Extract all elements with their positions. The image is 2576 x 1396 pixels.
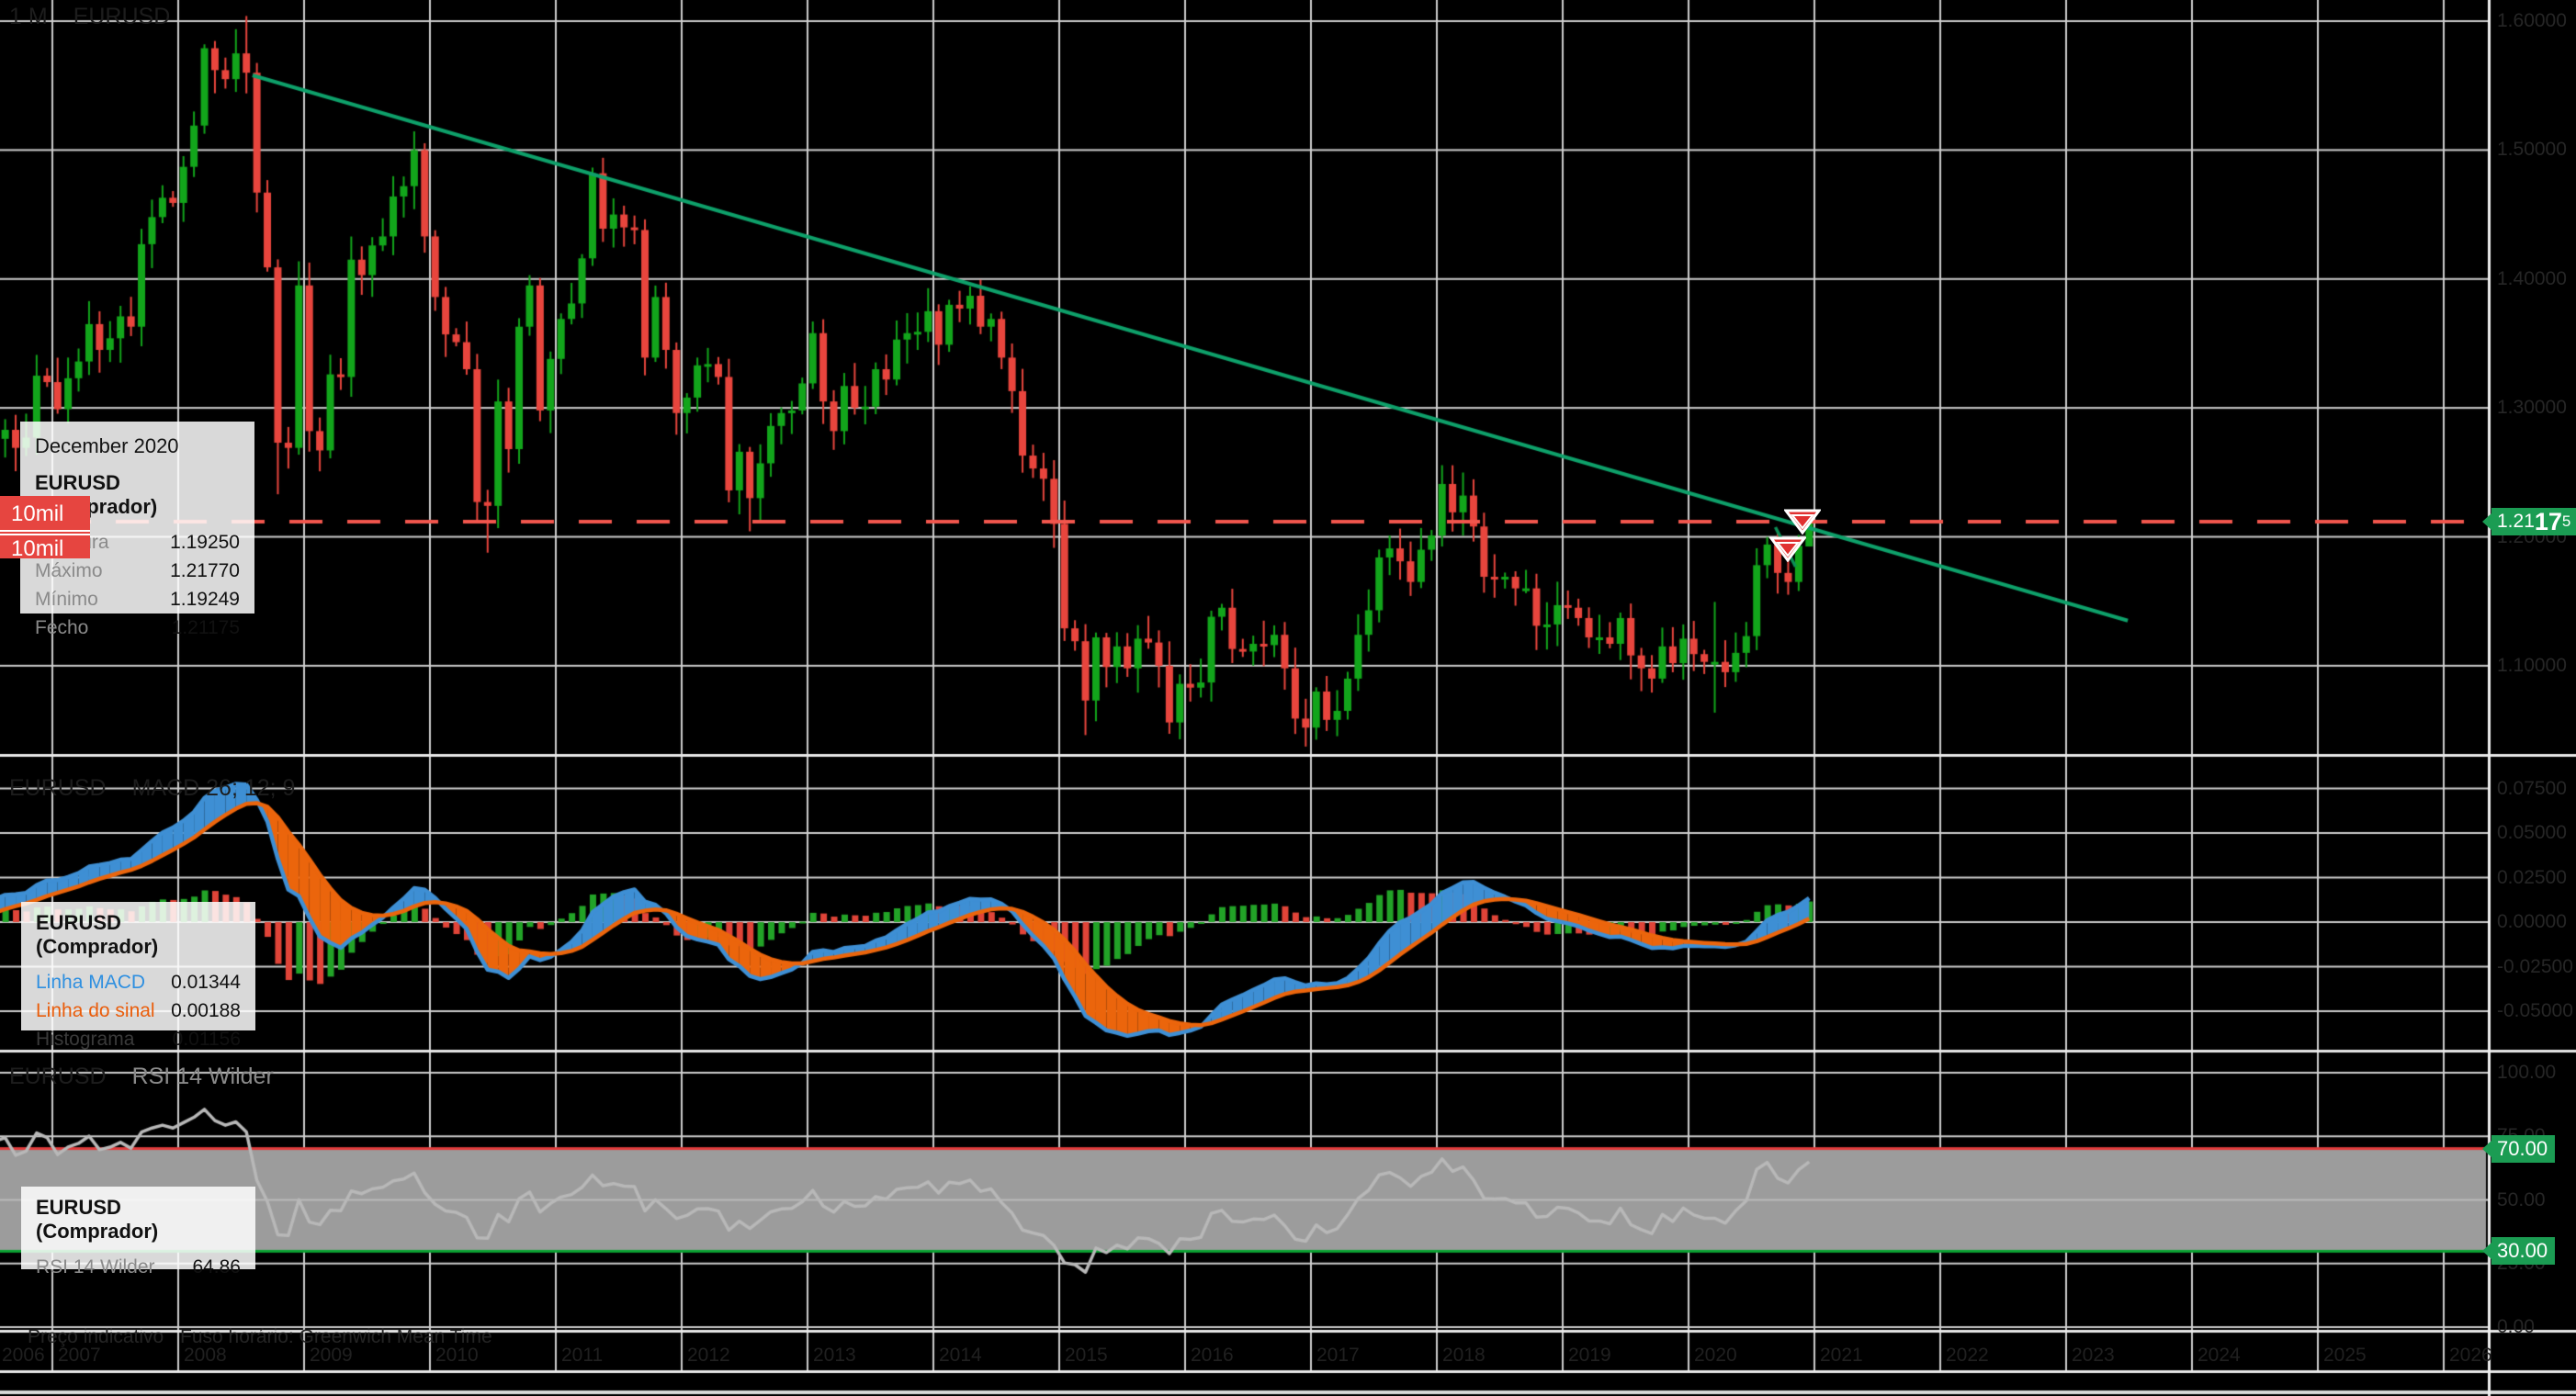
tooltip-row-value: 1.19250 <box>170 532 240 553</box>
macd-header-symbol: EURUSD <box>9 775 107 801</box>
tooltip-row-label: Linha MACD <box>36 972 146 993</box>
price-pips: 17 <box>2534 507 2562 535</box>
badge-arrow-icon <box>2482 1243 2491 1259</box>
tooltip-row-value: 1.21175 <box>171 617 240 638</box>
year-label: 2014 <box>939 1345 982 1366</box>
order-badge-divider <box>0 534 90 535</box>
tooltip-row-label: RSI 14 Wilder <box>36 1256 155 1278</box>
tooltip-row: Linha MACD 0.01344 <box>36 968 241 996</box>
year-label: 2008 <box>184 1345 227 1366</box>
price-big-figure: 1.21 <box>2497 511 2535 532</box>
year-label: 2024 <box>2198 1345 2241 1366</box>
symbol-label: EURUSD <box>73 4 171 29</box>
tooltip-row: Linha do sinal 0.00188 <box>36 996 241 1025</box>
indicative-price-note: Preço indicativo <box>28 1326 164 1347</box>
last-price-badge: 1.21 17 5 <box>2482 507 2576 535</box>
macd-axis-label: 0.05000 <box>2497 822 2567 843</box>
rsi-panel-header: EURUSD RSI 14 Wilder <box>9 1064 274 1090</box>
tooltip-symbol: EURUSD (Comprador) <box>36 1196 159 1243</box>
macd-axis-label: 0.02500 <box>2497 866 2567 888</box>
tooltip-row: RSI 14 Wilder 64.86 <box>36 1253 241 1281</box>
year-label: 2009 <box>310 1345 353 1366</box>
rsi-level-70-badge: 70.00 <box>2482 1135 2556 1163</box>
order-badge-divider <box>0 530 90 532</box>
year-label: 2016 <box>1191 1345 1234 1366</box>
tooltip-row-label: Mínimo <box>35 589 98 610</box>
tooltip-row-label: Fecho <box>35 617 89 638</box>
year-label: 2020 <box>1694 1345 1737 1366</box>
year-label: 2023 <box>2072 1345 2115 1366</box>
tooltip-date: December 2020 <box>35 434 179 457</box>
tooltip-row-value: 0.00188 <box>171 1000 241 1021</box>
macd-axis-label: -0.05000 <box>2497 1000 2573 1021</box>
tooltip-row: Máximo 1.21770 <box>35 557 240 585</box>
year-label: 2019 <box>1568 1345 1611 1366</box>
rsi-tooltip: EURUSD (Comprador) RSI 14 Wilder 64.86 <box>21 1187 255 1278</box>
macd-header-indicator: MACD 26; 12; 9 <box>131 775 296 801</box>
tooltip-symbol: EURUSD (Comprador) <box>36 911 159 958</box>
year-label: 2025 <box>2323 1345 2367 1366</box>
macd-panel-header: EURUSD MACD 26; 12; 9 <box>9 775 295 802</box>
tooltip-row: Histograma 0.01156 <box>36 1025 241 1053</box>
price-axis-label: 1.50000 <box>2497 139 2567 161</box>
rsi-level-30-value: 30.00 <box>2497 1239 2548 1262</box>
sell-signal-marker-icon[interactable] <box>1784 509 1821 535</box>
timezone-note: Fuso horário: Greenwich Mean Time <box>180 1326 492 1347</box>
tooltip-row: Mínimo 1.19249 <box>35 585 240 614</box>
price-axis-label: 1.60000 <box>2497 10 2567 32</box>
macd-axis-label: -0.02500 <box>2497 955 2573 977</box>
timeframe-label: 1 M <box>9 4 48 29</box>
year-label: 2022 <box>1946 1345 1989 1366</box>
year-label: 2007 <box>58 1345 101 1366</box>
tooltip-row-label: Histograma <box>36 1029 135 1050</box>
price-axis-label: 1.10000 <box>2497 654 2567 676</box>
macd-tooltip: EURUSD (Comprador) Linha MACD 0.01344 Linh… <box>21 902 255 1050</box>
year-label: 2017 <box>1316 1345 1360 1366</box>
rsi-axis-label: 0.00 <box>2497 1316 2535 1337</box>
year-label: 2013 <box>813 1345 856 1366</box>
tooltip-row-label: Linha do sinal <box>36 1000 155 1021</box>
tooltip-row-value: 1.19249 <box>170 589 240 610</box>
badge-arrow-icon <box>2482 513 2491 530</box>
tooltip-row: Fecho 1.21175 <box>35 614 240 642</box>
rsi-header-indicator: RSI 14 Wilder <box>131 1064 274 1089</box>
year-label: 2026 <box>2449 1345 2492 1366</box>
rsi-axis-label: 100.00 <box>2497 1062 2557 1083</box>
year-label: 2015 <box>1065 1345 1108 1366</box>
tooltip-row-value: 0.01156 <box>172 1029 241 1050</box>
tooltip-row-value: 1.21770 <box>170 560 240 581</box>
tooltip-row-label: Máximo <box>35 560 103 581</box>
year-label: 2010 <box>435 1345 479 1366</box>
rsi-level-30-badge: 30.00 <box>2482 1237 2556 1265</box>
year-label: 2021 <box>1820 1345 1863 1366</box>
price-axis-label: 1.30000 <box>2497 397 2567 419</box>
order-badge-label[interactable]: 10mil <box>11 501 64 526</box>
price-axis-label: 1.40000 <box>2497 267 2567 289</box>
tooltip-row-value: 0.01344 <box>171 972 241 993</box>
rsi-level-70-value: 70.00 <box>2497 1137 2548 1160</box>
year-label: 2006 <box>2 1345 45 1366</box>
macd-axis-label: 0.07500 <box>2497 777 2567 799</box>
year-label: 2011 <box>561 1345 604 1366</box>
price-tenth-pip: 5 <box>2561 512 2571 530</box>
sell-signal-marker-icon[interactable] <box>1769 536 1806 562</box>
order-badge-label[interactable]: 10mil <box>11 536 64 561</box>
order-quantity-badges[interactable]: 10mil 10mil <box>0 496 90 561</box>
badge-arrow-icon <box>2482 1141 2491 1157</box>
tooltip-row-value: 64.86 <box>192 1256 241 1278</box>
main-chart-header: 1 M EURUSD <box>9 4 170 30</box>
rsi-header-symbol: EURUSD <box>9 1064 107 1089</box>
year-label: 2012 <box>687 1345 730 1366</box>
rsi-axis-label: 50.00 <box>2497 1188 2546 1210</box>
year-label: 2018 <box>1442 1345 1486 1366</box>
macd-axis-label: 0.00000 <box>2497 911 2567 932</box>
